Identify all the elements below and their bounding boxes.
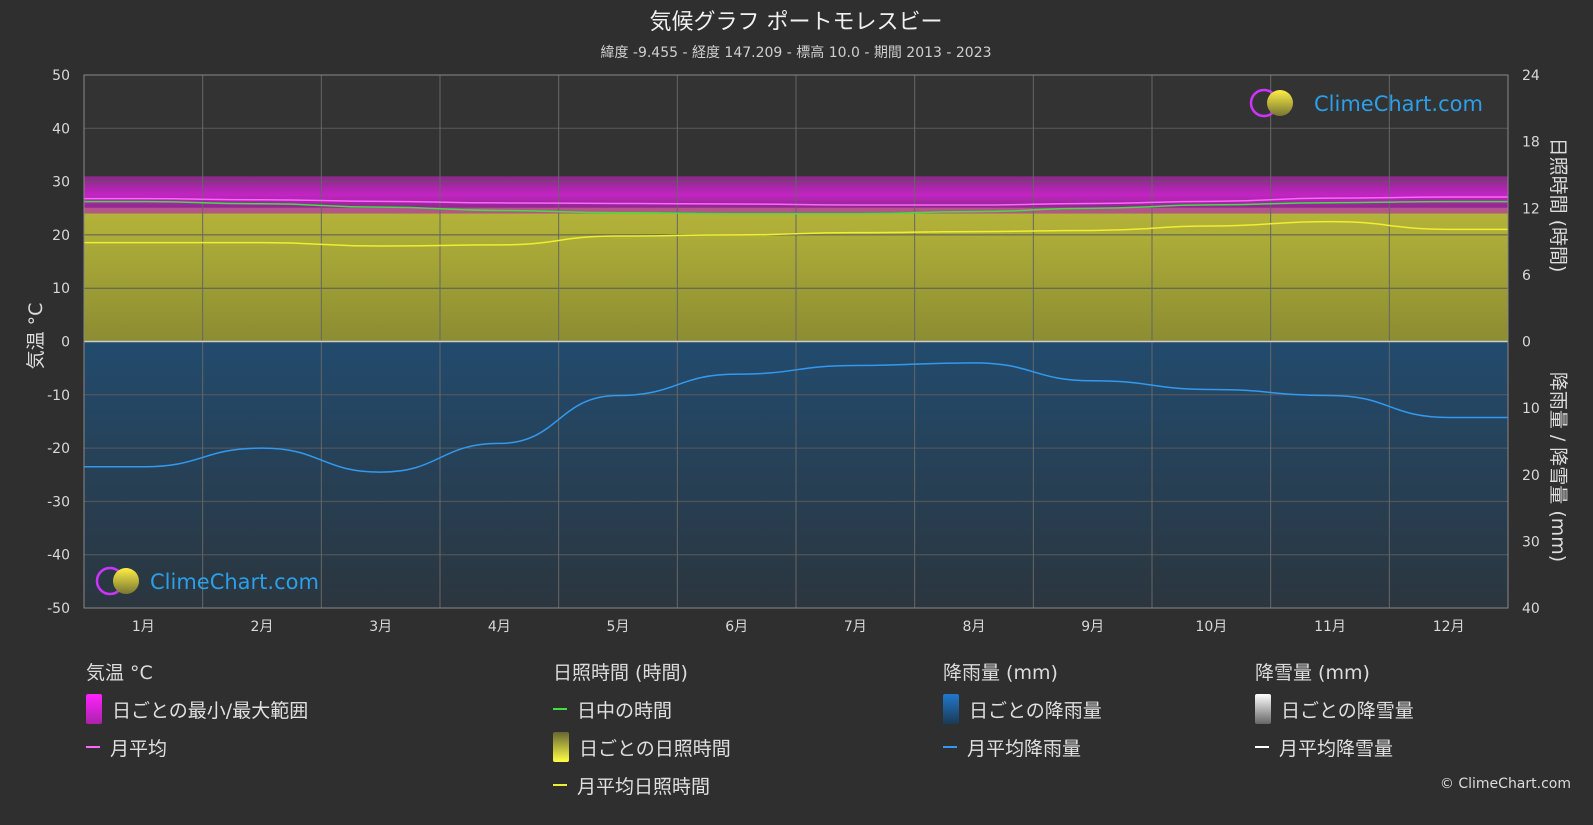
legend: 気温 °C 日ごとの最小/最大範囲 月平均 日照時間 (時間) 日中の時間 日ご… — [0, 660, 1593, 820]
rain-daily-swatch — [943, 694, 959, 724]
left-tick-label: 40 — [52, 121, 70, 137]
month-label: 9月 — [1081, 619, 1104, 635]
month-label: 6月 — [725, 619, 748, 635]
right-tick-label: 0 — [1522, 335, 1531, 351]
month-label: 7月 — [844, 619, 867, 635]
legend-item: 日中の時間 — [553, 690, 731, 728]
logo-text-top: ClimeChart.com — [1314, 92, 1483, 116]
legend-group-sunshine: 日照時間 (時間) 日中の時間 日ごとの日照時間 月平均日照時間 — [553, 660, 731, 804]
right-tick-label: 6 — [1522, 268, 1531, 284]
right-tick-label: 30 — [1522, 534, 1540, 550]
legend-group-snow: 降雪量 (mm) 日ごとの降雪量 月平均降雪量 — [1255, 660, 1414, 766]
series-line-3 — [83, 362, 1508, 473]
month-label: 4月 — [488, 619, 511, 635]
right-axis-rain-ticks: 10 20 30 40 — [1522, 401, 1540, 617]
right-axis-top-label: 日照時間 (時間) — [1547, 138, 1569, 273]
legend-title: 日照時間 (時間) — [553, 662, 688, 684]
legend-label: 日ごとの降雨量 — [969, 699, 1102, 722]
month-label: 10月 — [1195, 619, 1227, 635]
legend-item: 月平均日照時間 — [553, 766, 731, 804]
sunshine-avg-swatch — [553, 784, 567, 786]
series-line-1 — [83, 200, 1508, 215]
legend-item: 日ごとの日照時間 — [553, 728, 731, 766]
logo-sun-icon — [113, 568, 139, 594]
left-tick-label: -20 — [47, 441, 70, 457]
legend-title: 降雪量 (mm) — [1255, 662, 1370, 684]
month-label: 3月 — [369, 619, 392, 635]
legend-label: 月平均降雨量 — [967, 737, 1082, 760]
right-axis-bottom-label: 降雨量 / 降雪量 (mm) — [1547, 372, 1569, 562]
legend-item: 月平均 — [86, 728, 308, 766]
legend-title: 降雨量 (mm) — [943, 662, 1058, 684]
left-tick-label: 30 — [52, 175, 70, 191]
right-tick-label: 24 — [1522, 68, 1540, 84]
copyright: © ClimeChart.com — [1439, 776, 1571, 792]
legend-group-rain: 降雨量 (mm) 日ごとの降雨量 月平均降雨量 — [943, 660, 1102, 766]
legend-item: 日ごとの降雪量 — [1255, 690, 1414, 728]
left-tick-label: -50 — [47, 601, 70, 617]
right-tick-label: 18 — [1522, 135, 1540, 151]
legend-label: 月平均降雪量 — [1279, 737, 1394, 760]
temp-range-swatch — [86, 694, 102, 724]
legend-item: 月平均降雪量 — [1255, 728, 1414, 766]
climate-chart: 気候グラフ ポートモレスビー 緯度 -9.455 - 経度 147.209 - … — [25, 10, 1569, 635]
month-label: 2月 — [251, 619, 274, 635]
temp-avg-swatch — [86, 746, 100, 748]
right-tick-label: 12 — [1522, 201, 1540, 217]
plot-area — [83, 74, 1509, 609]
legend-label: 日ごとの最小/最大範囲 — [112, 699, 309, 722]
legend-title: 気温 °C — [86, 662, 153, 684]
legend-group-temperature: 気温 °C 日ごとの最小/最大範囲 月平均 — [86, 660, 308, 766]
chart-subtitle: 緯度 -9.455 - 経度 147.209 - 標高 10.0 - 期間 20… — [600, 44, 991, 61]
left-tick-label: -40 — [47, 548, 70, 564]
legend-item: 日ごとの最小/最大範囲 — [86, 690, 308, 728]
right-tick-label: 10 — [1522, 401, 1540, 417]
series-line-2 — [83, 220, 1508, 247]
left-tick-label: -30 — [47, 494, 70, 510]
legend-label: 日ごとの日照時間 — [579, 737, 731, 760]
right-tick-label: 40 — [1522, 601, 1540, 617]
left-tick-label: 10 — [52, 281, 70, 297]
left-axis-label: 気温 °C — [25, 303, 47, 370]
left-axis-ticks: 50 40 30 20 10 0 -10 -20 -30 -40 -50 — [47, 68, 70, 617]
left-tick-label: 50 — [52, 68, 70, 84]
right-axis-sunshine-ticks: 24 18 12 6 0 — [1522, 68, 1540, 351]
right-tick-label: 20 — [1522, 468, 1540, 484]
left-tick-label: -10 — [47, 388, 70, 404]
snow-daily-swatch — [1255, 694, 1271, 724]
month-label: 12月 — [1433, 619, 1465, 635]
month-label: 11月 — [1314, 619, 1346, 635]
rain-avg-swatch — [943, 746, 957, 748]
legend-item: 日ごとの降雨量 — [943, 690, 1102, 728]
month-label: 5月 — [607, 619, 630, 635]
legend-label: 日中の時間 — [577, 699, 673, 722]
month-label: 1月 — [132, 619, 155, 635]
series-line-0 — [84, 196, 1508, 206]
logo-top: ClimeChart.com — [1249, 88, 1483, 118]
month-label: 8月 — [963, 619, 986, 635]
left-tick-label: 0 — [61, 335, 70, 351]
snow-avg-swatch — [1255, 746, 1269, 748]
logo-bottom: ClimeChart.com — [95, 566, 319, 596]
series-lines — [83, 196, 1508, 473]
chart-title: 気候グラフ ポートモレスビー — [650, 10, 943, 35]
daylight-swatch — [553, 708, 567, 710]
sunshine-daily-swatch — [553, 732, 569, 762]
month-labels: 1月 2月 3月 4月 5月 6月 7月 8月 9月 10月 11月 12月 — [132, 619, 1465, 635]
legend-label: 月平均 — [110, 737, 168, 760]
left-tick-label: 20 — [52, 228, 70, 244]
legend-item: 月平均降雨量 — [943, 728, 1102, 766]
logo-text-bottom: ClimeChart.com — [150, 570, 319, 594]
legend-label: 月平均日照時間 — [577, 775, 711, 798]
legend-label: 日ごとの降雪量 — [1281, 699, 1414, 722]
logo-sun-icon — [1267, 90, 1293, 116]
